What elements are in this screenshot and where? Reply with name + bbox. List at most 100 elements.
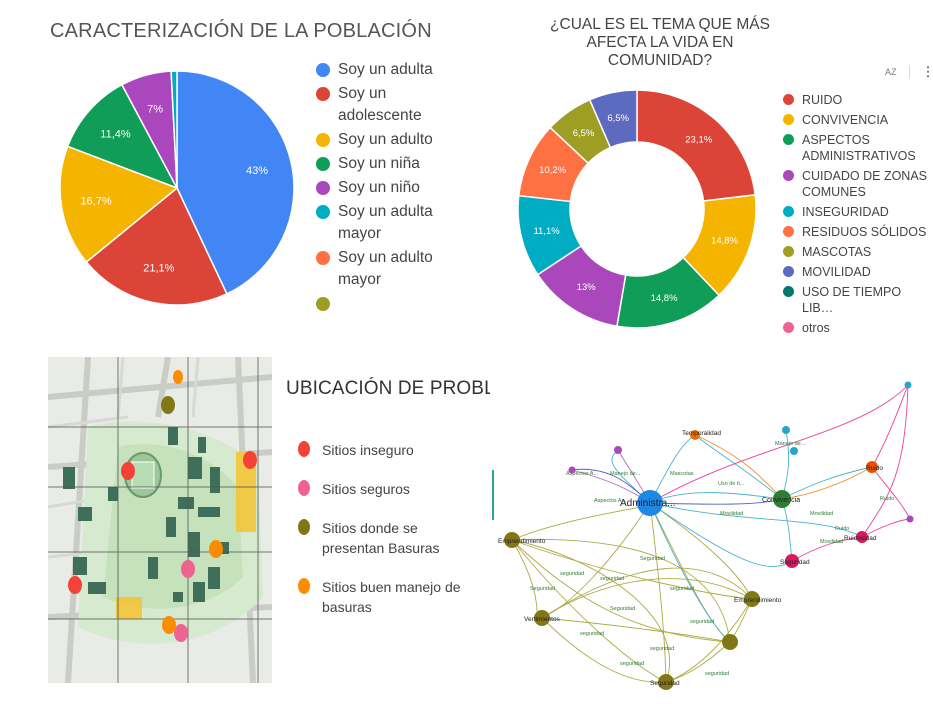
slice-label: 21,1% — [143, 263, 174, 275]
slice-label: 43% — [246, 165, 268, 177]
edge-label: Uso de ti... — [718, 481, 745, 487]
edge-label: seguridad — [620, 661, 644, 667]
legend-dot — [298, 441, 310, 457]
legend-dot — [298, 480, 310, 496]
population-pie-chart: 43% 21,1% 16,7% 11,4% 7% — [59, 70, 295, 306]
network-nodes — [504, 381, 914, 690]
slice-label: 14,8% — [651, 293, 678, 304]
edge-label: Movilidad — [720, 511, 743, 517]
legend-item-safe[interactable]: Sitios seguros — [298, 479, 462, 499]
slice-label: 10,2% — [539, 165, 566, 176]
edge-label: Aspectos A... — [566, 471, 599, 477]
node-label-emp: Emprendimiento — [498, 538, 546, 545]
legend-dot — [316, 87, 330, 101]
edge-label: Aspectos A... — [594, 498, 627, 504]
legend-dot — [783, 134, 794, 145]
edge-label: Seguridad — [640, 556, 665, 562]
slice-label: 11,1% — [533, 226, 560, 237]
legend-dot — [316, 297, 330, 311]
network-graph: seguridad seguridad Seguridad seguridad … — [490, 375, 930, 693]
edge-label: seguridad — [705, 671, 729, 677]
slice-label: 7% — [147, 104, 163, 116]
legend-dot — [783, 322, 794, 333]
edge-label: Ruido — [835, 526, 849, 532]
legend-item-adulta-mayor[interactable]: Soy un adulta mayor — [316, 201, 448, 245]
node-label-seg2: Seguridad — [650, 680, 680, 687]
node-label-conv: Convivencia — [762, 497, 800, 504]
legend-dot — [783, 226, 794, 237]
edge-label: seguridad — [600, 576, 624, 582]
node-label-vert: Vertimientos — [524, 616, 561, 623]
legend-item-good-waste[interactable]: Sitios buen manejo de basuras — [298, 577, 462, 617]
node-label-ruido: Ruido — [866, 465, 883, 472]
legend-item-inseguridad[interactable]: INSEGURIDAD — [783, 204, 933, 220]
legend-dot — [316, 157, 330, 171]
edge-label: seguridad — [560, 571, 584, 577]
topic-legend: RUIDO CONVIVENCIA ASPECTOS ADMINISTRATIV… — [783, 92, 933, 340]
legend-item-convivencia[interactable]: CONVIVENCIA — [783, 112, 933, 128]
legend-item-movilidad[interactable]: MOVILIDAD — [783, 264, 933, 280]
legend-item-nino[interactable]: Soy un niño — [316, 177, 448, 199]
legend-item-unsafe[interactable]: Sitios inseguro — [298, 440, 462, 460]
edge-label: seguridad — [650, 646, 674, 652]
legend-item-unlabeled[interactable] — [316, 293, 448, 311]
more-menu-icon[interactable]: ⋮ — [921, 64, 933, 79]
topic-donut-chart: 23,1% 14,8% 14,8% 13% 11,1% 10,2% 6,5% 6,5% — [517, 89, 757, 329]
slice-label: 23,1% — [685, 135, 712, 146]
slice-soy-un-ni-a[interactable] — [66, 83, 179, 190]
slice-soy-un-adolescente[interactable] — [85, 186, 228, 306]
slice-label: 14,8% — [711, 236, 738, 247]
neighborhood-map — [48, 357, 272, 683]
slice-label: 13% — [577, 282, 597, 293]
slice-soy-un-adulta-mayor[interactable] — [170, 70, 178, 189]
legend-dot — [783, 286, 794, 297]
legend-item-nina[interactable]: Soy un niña — [316, 153, 448, 175]
slice-label: 6,5% — [607, 113, 629, 124]
legend-item-aspectos[interactable]: ASPECTOS ADMINISTRATIVOS — [783, 132, 933, 164]
node-label-ruidosidad: Ruidosidad — [844, 535, 877, 542]
population-chart-title: CARACTERIZACIÓN DE LA POBLACIÓN — [50, 20, 432, 42]
legend-dot — [783, 114, 794, 125]
population-legend: Soy un adulta Soy un adolescente Soy un … — [316, 59, 448, 313]
edge-label: Movilidad — [810, 511, 833, 517]
legend-item-garbage[interactable]: Sitios donde se presentan Basuras — [298, 518, 462, 558]
legend-item-residuos[interactable]: RESIDUOS SÓLIDOS — [783, 224, 933, 240]
node-label-admin: Administra... — [620, 498, 676, 509]
map-markers — [68, 370, 257, 642]
legend-dot — [316, 181, 330, 195]
legend-item-ruido[interactable]: RUIDO — [783, 92, 933, 108]
toolbar-divider — [908, 65, 910, 79]
edge-label: Ruido — [880, 496, 894, 502]
edge-label: seguridad — [580, 631, 604, 637]
slice-label: 16,7% — [80, 196, 111, 208]
topic-chart-title: ¿CUAL ES EL TEMA QUE MÁS AFECTA LA VIDA … — [550, 16, 770, 69]
edge-label: seguridad — [670, 586, 694, 592]
problems-map-title: UBICACIÓN DE PROBLEMAS — [286, 378, 549, 399]
legend-item-adulto[interactable]: Soy un adulto — [316, 129, 448, 151]
sort-az-icon[interactable]: AZ — [885, 67, 897, 77]
node-label-temp: Temporalidad — [682, 430, 721, 437]
edge-label: Manejo de... — [775, 441, 806, 447]
slice-soy-un-adulta[interactable] — [176, 70, 295, 295]
slice-label: 6,5% — [573, 128, 595, 139]
legend-item-cuidado[interactable]: CUIDADO DE ZONAS COMUNES — [783, 168, 933, 200]
legend-item-uso-tiempo[interactable]: USO DE TIEMPO LIB… — [783, 284, 933, 316]
legend-item-mascotas[interactable]: MASCOTAS — [783, 244, 933, 260]
slice-soy-un-adulto[interactable] — [59, 145, 179, 264]
legend-item-otros[interactable]: otros — [783, 320, 933, 336]
slice-movilidad[interactable] — [588, 89, 638, 149]
legend-item-adolescente[interactable]: Soy un adolescente — [316, 83, 448, 127]
legend-dot — [316, 63, 330, 77]
legend-dot — [783, 206, 794, 217]
edge-label: Seguridad — [530, 586, 555, 592]
legend-dot — [316, 133, 330, 147]
edge-label: seguridad — [690, 619, 714, 625]
legend-item-adulta[interactable]: Soy un adulta — [316, 59, 448, 81]
edge-label: Mascotas — [670, 471, 694, 477]
legend-dot — [783, 266, 794, 277]
legend-dot — [316, 205, 330, 219]
node-label-emp2: Emprendimiento — [734, 597, 782, 604]
legend-dot — [783, 246, 794, 257]
legend-item-adulto-mayor[interactable]: Soy un adulto mayor — [316, 247, 448, 291]
legend-dot — [783, 94, 794, 105]
